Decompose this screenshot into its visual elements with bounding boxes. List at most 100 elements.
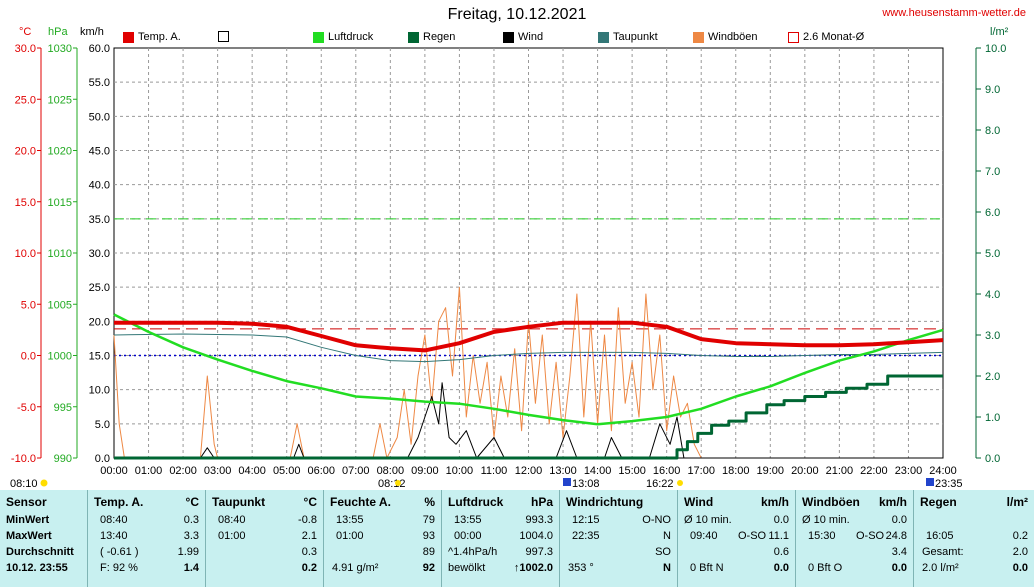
rain-tick-label: 6.0 xyxy=(985,207,1000,219)
temp-tick-label: 0.0 xyxy=(21,351,36,363)
temp-tick-label: 5.0 xyxy=(21,299,36,311)
moon-icon xyxy=(563,478,571,486)
rain-total-label: Gesamt: xyxy=(922,546,964,558)
dew-unit: °C xyxy=(303,495,317,509)
x-tick-label: 23:00 xyxy=(895,465,923,477)
wind-title: Wind xyxy=(684,495,714,509)
pres-min-value: 993.3 xyxy=(525,514,553,526)
legend-label: Windböen xyxy=(708,31,758,43)
hum-avg-value: 89 xyxy=(422,546,435,558)
legend-swatch xyxy=(408,31,419,43)
pressure-tick-label: 1000 xyxy=(48,351,72,363)
rain-tick-label: 9.0 xyxy=(985,84,1000,96)
sunrise-label: 08:10 xyxy=(10,478,38,490)
rain-total-note: 2.0 l/m² xyxy=(922,562,959,574)
wind-max-direction: O-SO xyxy=(738,530,767,542)
legend-swatch xyxy=(598,31,609,43)
x-tick-label: 03:00 xyxy=(204,465,232,477)
end-marker-label: 23:35 xyxy=(935,478,963,490)
hum-current-value: 92 xyxy=(422,562,435,574)
pres-avg-value: 997.3 xyxy=(525,546,553,558)
legend-label: Wind xyxy=(518,31,544,43)
gust-avg-value: 3.4 xyxy=(891,546,907,558)
pressure-tick-label: 990 xyxy=(54,453,72,465)
legend-swatch xyxy=(503,31,514,43)
pressure-tick-label: 1030 xyxy=(48,43,72,55)
wind-direction-column: Windrichtung 12:15 O-NO 22:35 N SO 353 ° N xyxy=(560,490,678,587)
wind-tick-label: 30.0 xyxy=(89,248,110,260)
rain-tick-label: 4.0 xyxy=(985,289,1000,301)
x-tick-label: 05:00 xyxy=(273,465,301,477)
sun-icon xyxy=(395,480,401,486)
date-label: 10.12. 23:55 xyxy=(6,562,68,574)
legend-label: Taupunkt xyxy=(613,31,658,43)
wind-tick-label: 0.0 xyxy=(95,453,110,465)
dir-title: Windrichtung xyxy=(566,495,644,509)
series-line-luftdruck xyxy=(113,313,944,426)
legend-swatch xyxy=(313,31,324,43)
pressure-column: Luftdruck hPa 13:55 993.3 00:00 1004.0 ^1.4… xyxy=(442,490,560,587)
hum-min-value: 79 xyxy=(422,514,435,526)
site-url[interactable]: www.heusenstamm-wetter.de xyxy=(882,7,1026,19)
wind-tick-label: 25.0 xyxy=(89,282,110,294)
x-tick-label: 21:00 xyxy=(826,465,854,477)
temp-tick-label: 30.0 xyxy=(15,43,36,55)
x-tick-label: 17:00 xyxy=(687,465,715,477)
rain-tick-label: 2.0 xyxy=(985,371,1000,383)
rain-unit: l/m² xyxy=(1006,495,1028,509)
temp-unit: °C xyxy=(185,495,199,509)
x-tick-label: 08:00 xyxy=(377,465,405,477)
temp-min-time: 08:40 xyxy=(100,514,128,526)
temp-unit-label: °C xyxy=(19,26,32,38)
dir-min-time: 12:15 xyxy=(572,514,600,526)
temp-max-value: 3.3 xyxy=(183,530,199,542)
rain-tick-label: 3.0 xyxy=(985,330,1000,342)
pressure-tick-label: 1025 xyxy=(48,94,72,106)
temp-tick-label: 25.0 xyxy=(15,94,36,106)
wind-unit-label: km/h xyxy=(80,26,104,38)
x-tick-label: 16:00 xyxy=(653,465,681,477)
temp-title: Temp. A. xyxy=(94,495,144,509)
legend-label: 2.6 Monat-Ø xyxy=(803,31,865,43)
chart-title: Freitag, 10.12.2021 xyxy=(447,6,587,23)
temp-max-time: 13:40 xyxy=(100,530,128,542)
pres-current-value: ↑1002.0 xyxy=(513,562,553,574)
pressure-tick-label: 1020 xyxy=(48,146,72,158)
dir-avg-value: SO xyxy=(655,546,671,558)
hum-unit: % xyxy=(424,495,435,509)
dew-min-value: -0.8 xyxy=(298,514,317,526)
stats-table: Sensor MinWert MaxWert Durchschnitt 10.1… xyxy=(0,490,1034,587)
temp-tick-label: -5.0 xyxy=(17,402,36,414)
dir-max-value: N xyxy=(663,530,671,542)
legend-label: Regen xyxy=(423,31,456,43)
avg-label: Durchschnitt xyxy=(6,546,74,558)
rain-max-time: 16:05 xyxy=(926,530,954,542)
wind-min-note: Ø 10 min. xyxy=(684,514,732,526)
legend-item: 2.6 Monat-Ø xyxy=(788,31,864,43)
temp-tick-label: 20.0 xyxy=(15,146,36,158)
hum-abs-note: 4.91 g/m² xyxy=(332,562,379,574)
legend-item: Wind xyxy=(503,31,543,43)
hum-min-time: 13:55 xyxy=(336,514,364,526)
series-line-regen xyxy=(114,374,943,460)
x-tick-label: 10:00 xyxy=(446,465,474,477)
wind-tick-label: 15.0 xyxy=(89,351,110,363)
gust-min-note: Ø 10 min. xyxy=(802,514,850,526)
pres-max-time: 00:00 xyxy=(454,530,482,542)
dir-min-value: O-NO xyxy=(642,514,671,526)
gust-max-value: 24.8 xyxy=(885,530,907,542)
pres-trend-note: ^1.4hPa/h xyxy=(448,546,498,558)
temp-humidity-note: F: 92 % xyxy=(100,562,138,574)
temp-tick-label: 15.0 xyxy=(15,197,36,209)
dir-max-time: 22:35 xyxy=(572,530,600,542)
temp-tick-label: -10.0 xyxy=(11,453,36,465)
pressure-tick-label: 1015 xyxy=(48,197,72,209)
rain-tick-label: 1.0 xyxy=(985,412,1000,424)
temp-current-value: 1.4 xyxy=(183,562,199,574)
wind-current-value: 0.0 xyxy=(773,562,789,574)
pressure-tick-label: 995 xyxy=(54,402,72,414)
wind-tick-label: 5.0 xyxy=(95,419,110,431)
rain-unit-label: l/m² xyxy=(990,26,1009,38)
legend-swatch xyxy=(123,31,134,43)
x-tick-label: 06:00 xyxy=(307,465,335,477)
